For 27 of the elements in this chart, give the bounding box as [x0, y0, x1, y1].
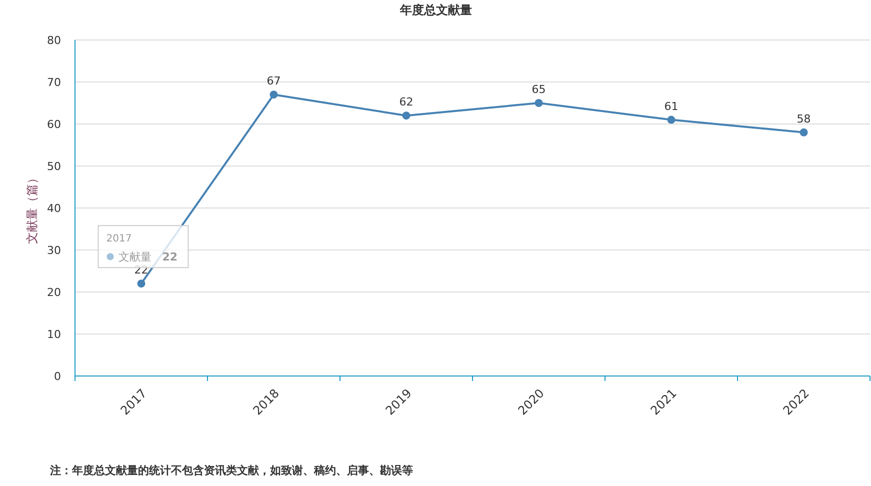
data-label: 62: [399, 96, 414, 109]
data-label: 65: [532, 83, 546, 96]
annotation: 22: [162, 250, 178, 264]
data-label: 67: [266, 74, 281, 88]
data-label: 22: [134, 264, 148, 277]
point: [270, 90, 278, 99]
y-tick-label: 50: [47, 160, 61, 173]
y-tick-label: 60: [47, 118, 61, 131]
data-label: 58: [796, 112, 811, 126]
point: [800, 128, 808, 136]
y-tick-label: 80: [47, 34, 61, 47]
category-label: 2017: [106, 234, 132, 245]
y-tick-label: 0: [54, 370, 61, 383]
point: [667, 116, 676, 124]
y-tick-label: 10: [47, 328, 61, 341]
legend-label: 文献量: [118, 250, 152, 264]
y-tick-label: 40: [47, 202, 61, 215]
point: [534, 99, 543, 107]
chart-title: 年度总文献量: [399, 3, 472, 17]
text: 注：年度总文献量的统计不包含资讯类文献，如致谢、稿约、启事、勘误等: [49, 464, 413, 477]
point: [402, 112, 410, 120]
y-axis-title: 文献量（篇）: [25, 172, 39, 244]
data-label: 61: [664, 100, 678, 113]
y-tick-label: 70: [47, 76, 61, 89]
y-tick-label: 20: [47, 286, 61, 299]
point: [137, 280, 146, 288]
y-tick-label: 30: [47, 244, 61, 257]
